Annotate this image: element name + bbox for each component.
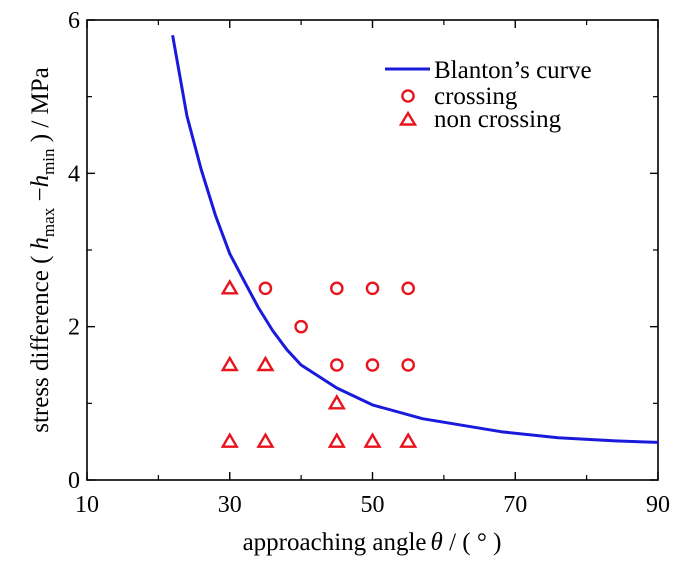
legend-triangle-marker xyxy=(398,110,418,126)
non-crossing-point xyxy=(220,432,239,448)
x-tick-label: 90 xyxy=(646,492,670,518)
blanton-curve-line xyxy=(171,35,659,444)
legend-label-blanton-curve: Blanton’s curve xyxy=(434,57,592,84)
tick-labels: 10 30 50 70 90 0 2 4 6 xyxy=(68,8,670,518)
non-crossing-point xyxy=(220,278,239,295)
legend-label-crossing: crossing xyxy=(434,83,518,110)
crossing-point xyxy=(401,281,415,296)
x-tick-label: 10 xyxy=(75,492,99,518)
crossing-point xyxy=(401,358,415,372)
y-tick-label: 0 xyxy=(68,468,80,494)
x-axis-title: approaching angle θ / ( ° ) xyxy=(243,529,502,556)
y-tick-label: 6 xyxy=(68,8,80,34)
crossing-point xyxy=(365,281,380,296)
non-crossing-point xyxy=(256,432,275,448)
non-crossing-point xyxy=(327,432,346,448)
x-tick-label: 30 xyxy=(218,492,242,518)
legend-label-non-crossing: non crossing xyxy=(434,106,562,133)
axis-ticks xyxy=(86,19,659,481)
crossing-point xyxy=(258,281,273,296)
crossing-point xyxy=(294,319,308,334)
y-tick-label: 4 xyxy=(68,161,80,187)
legend: Blanton’s curve crossing non crossing xyxy=(385,57,592,133)
x-tick-label: 70 xyxy=(503,492,527,518)
y-tick-label: 2 xyxy=(68,315,80,341)
non-crossing-point xyxy=(363,432,382,448)
crossing-point xyxy=(365,358,380,372)
plot-frame xyxy=(86,19,659,481)
legend-circle-marker xyxy=(401,89,415,103)
crossing-point xyxy=(330,281,344,296)
x-tick-label: 50 xyxy=(361,492,385,518)
non-crossing-point xyxy=(256,355,275,372)
non-crossing-point xyxy=(327,393,346,410)
markers-layer xyxy=(220,278,418,448)
y-axis-title: stress difference (hmax −hmin ) / MPa xyxy=(27,67,58,433)
non-crossing-point xyxy=(220,355,239,372)
crossing-point xyxy=(330,358,344,372)
non-crossing-point xyxy=(399,432,418,448)
curve-layer xyxy=(171,35,659,444)
